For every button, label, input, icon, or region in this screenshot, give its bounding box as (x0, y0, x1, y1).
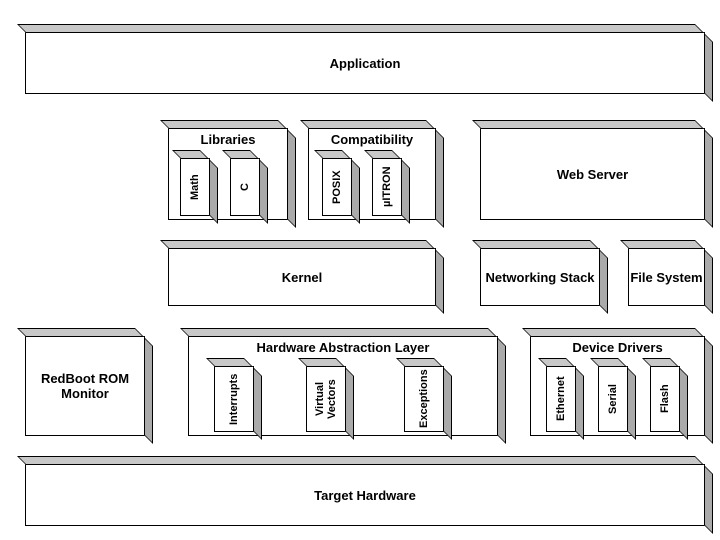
sub-libraries-0-label: Math (187, 162, 203, 212)
sub-compatibility-1-label: µITRON (379, 162, 395, 212)
block-netstack-label: Networking Stack (480, 248, 600, 306)
block-compatibility-label: Compatibility (308, 132, 436, 147)
block-filesys-label: File System (628, 248, 705, 306)
block-libraries-label: Libraries (168, 132, 288, 147)
sub-drivers-1-label: Serial (605, 370, 621, 428)
sub-compatibility-0-label: POSIX (329, 162, 345, 212)
sub-drivers-0-label: Ethernet (553, 370, 569, 428)
block-hal-label: Hardware Abstraction Layer (188, 340, 498, 355)
block-kernel-label: Kernel (168, 248, 436, 306)
block-drivers-label: Device Drivers (530, 340, 705, 355)
sub-hal-0-label: Interrupts (226, 370, 242, 428)
block-application-label: Application (25, 32, 705, 94)
block-target-label: Target Hardware (25, 464, 705, 526)
block-redboot-label: RedBoot ROM Monitor (25, 336, 145, 436)
sub-hal-2-label: Exceptions (416, 370, 432, 428)
sub-hal-1-label: Virtual Vectors (318, 370, 334, 428)
sub-drivers-2-label: Flash (657, 370, 673, 428)
sub-libraries-1-label: C (237, 162, 253, 212)
block-webserver-label: Web Server (480, 128, 705, 220)
